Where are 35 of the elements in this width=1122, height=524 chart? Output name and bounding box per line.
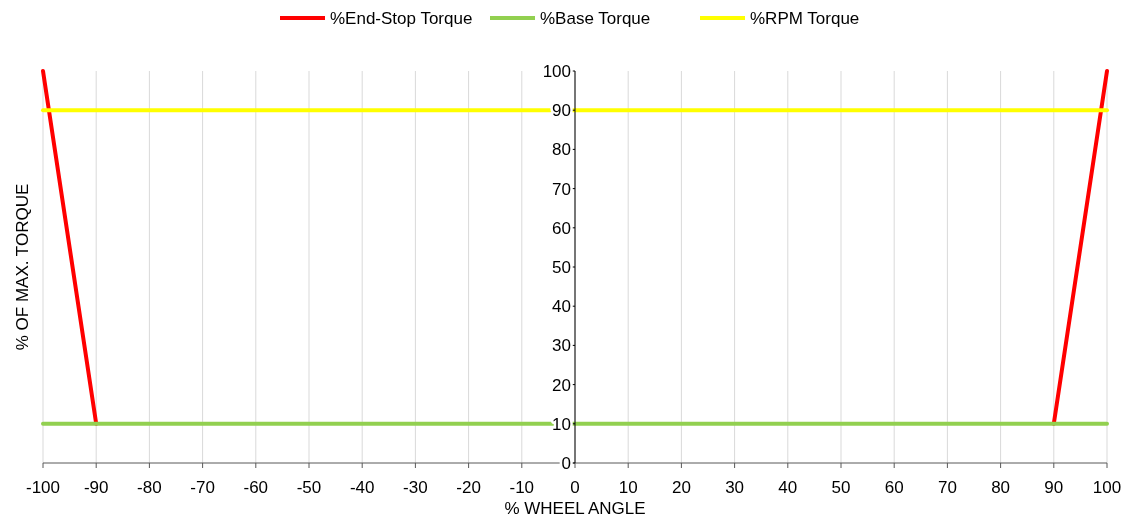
x-axis-title: % WHEEL ANGLE	[504, 499, 646, 518]
x-tick-label: -80	[137, 478, 162, 497]
y-tick-label: 20	[552, 375, 571, 395]
x-tick-label: 70	[937, 478, 957, 497]
y-tick-label: 50	[552, 258, 571, 277]
x-tick-label: 10	[618, 478, 638, 497]
x-tick-label: -90	[83, 478, 109, 497]
x-tick-label: -70	[190, 478, 215, 497]
x-tick-label: -30	[403, 478, 428, 497]
y-axis-title: % OF MAX. TORQUE	[13, 183, 32, 351]
y-tick-label: 10	[552, 414, 571, 434]
x-tick-label: 80	[991, 478, 1011, 497]
legend-label: %RPM Torque	[750, 9, 860, 28]
x-tick-label: 40	[778, 478, 798, 497]
x-tick-label: -40	[349, 478, 375, 497]
x-tick-label: 50	[831, 478, 851, 497]
legend-label: %Base Torque	[540, 9, 651, 28]
y-tick-label: 80	[552, 140, 571, 160]
y-tick-label: 30	[552, 336, 571, 356]
y-tick-label: 100	[542, 62, 571, 81]
x-tick-label: -100	[25, 478, 61, 497]
x-tick-label: 60	[884, 478, 904, 497]
y-tick-label: 70	[552, 179, 571, 199]
x-tick-label: -10	[509, 478, 535, 497]
x-tick-label: -50	[296, 478, 322, 497]
x-tick-label: 100	[1092, 478, 1122, 497]
y-tick-label: 40	[552, 297, 571, 317]
x-tick-label: -20	[456, 478, 481, 497]
y-tick-label: 60	[552, 218, 571, 238]
x-tick-label: -60	[243, 478, 269, 497]
y-tick-label: 0	[561, 454, 571, 473]
x-tick-label: 20	[671, 478, 691, 497]
legend-label: %End-Stop Torque	[330, 9, 473, 28]
x-tick-label: 90	[1044, 478, 1064, 497]
x-tick-label: 30	[725, 478, 745, 497]
